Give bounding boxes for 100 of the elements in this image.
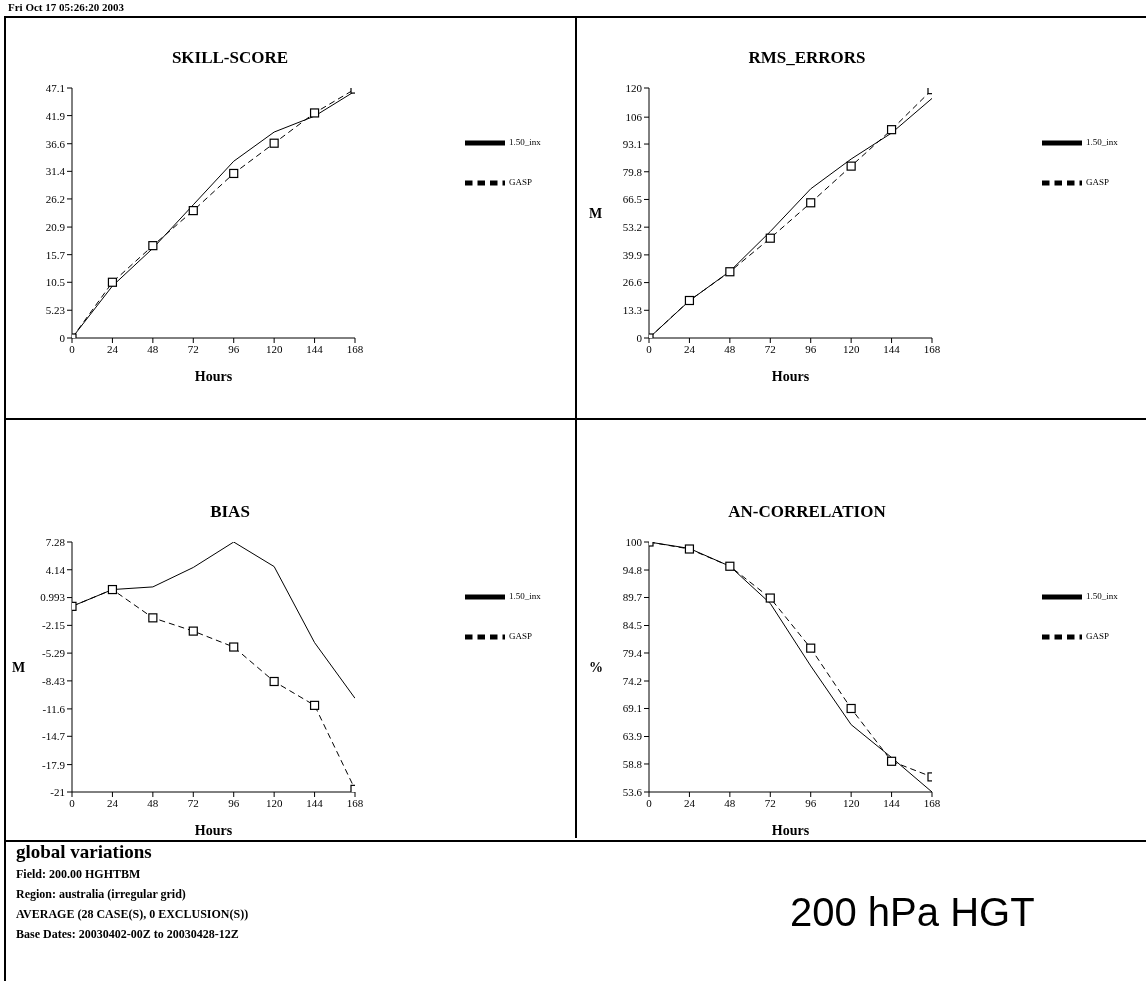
y-tick-label: 26.6 [622,276,643,289]
x-tick-label: 144 [883,342,901,355]
x-tick-label: 72 [187,796,199,809]
y-tick-label: 13.3 [622,304,643,317]
x-tick-label: 168 [346,342,364,355]
x-tick-label: 168 [346,796,364,809]
x-tick-label: 72 [764,796,776,809]
y-tick-label: 93.1 [622,137,642,150]
legend-label: GASP [1086,177,1110,188]
point [269,138,279,148]
y-tick-label: 66.5 [622,193,643,206]
x-tick-label: 144 [883,796,901,809]
x-tick-label: 96 [805,342,817,355]
y-tick-label: 5.23 [45,304,66,317]
y-tick-label: -2.15 [42,619,66,632]
text: AVERAGE (28 CASE(S), 0 EXCLUSION(S)) [16,906,249,923]
y-tick-label: 47.1 [45,81,65,94]
x-tick-label: 72 [187,342,199,355]
y-tick-label: -5.29 [42,647,66,660]
point [107,277,118,287]
y-axis-title: % [589,659,603,675]
y-tick-label: 94.8 [622,563,643,576]
point [684,544,695,554]
x-tick-label: 120 [842,342,860,355]
point [148,613,158,623]
y-tick-label: -8.43 [42,674,66,687]
y-tick-label: -11.6 [42,702,66,715]
point [765,593,775,603]
y-tick-label: 63.9 [622,730,643,743]
point [725,561,735,571]
legend-label: GASP [1086,631,1110,642]
y-tick-label: 10.5 [45,276,66,289]
point [765,233,775,243]
x-tick-label: 48 [724,796,736,809]
point [684,295,695,306]
text: Base Dates: 20030402-00Z to 20030428-12Z [16,926,240,943]
point [229,168,239,179]
point [309,108,320,118]
x-tick-label: 96 [228,342,240,355]
y-tick-label: 53.2 [622,221,642,234]
text: Field: 200.00 HGHTBM [16,866,142,883]
y-tick-label: 74.2 [622,674,642,687]
y-tick-label: 41.9 [45,109,66,122]
x-tick-label: 120 [842,796,860,809]
y-tick-label: 79.4 [622,646,643,659]
y-tick-label: 31.4 [45,165,66,178]
chart-title: BIAS [209,502,251,522]
point [269,676,279,687]
y-tick-label: 120 [625,81,643,94]
y-tick-label: 0 [636,331,643,344]
text: 200 hPa HGT [790,890,1035,935]
x-tick-label: 96 [228,796,240,809]
point [886,756,897,766]
x-tick-label: 168 [923,796,941,809]
legend-label: GASP [509,631,533,642]
legend-label: GASP [509,177,533,188]
point [309,700,320,710]
chart-title: SKILL-SCORE [170,48,290,68]
y-tick-label: 89.7 [622,591,643,604]
x-tick-label: 0 [646,796,653,809]
y-tick-label: 100 [625,535,643,548]
x-tick-label: 24 [683,342,696,355]
y-tick-label: 106 [625,111,643,124]
point [806,643,816,653]
y-tick-label: 58.8 [622,757,643,770]
point [806,198,816,208]
y-tick-label: -17.9 [42,758,66,771]
y-tick-label: 36.6 [45,137,66,150]
y-tick-label: 69.1 [622,702,642,715]
point [846,703,856,714]
x-axis-title: Hours [771,823,810,838]
x-tick-label: 96 [805,796,817,809]
x-tick-label: 0 [69,342,76,355]
x-tick-label: 120 [265,342,283,355]
x-tick-label: 24 [106,342,119,355]
x-tick-label: 48 [724,342,736,355]
x-tick-label: 72 [764,342,776,355]
legend-label: 1.50_inx [509,591,541,602]
x-tick-label: 144 [306,796,324,809]
point [229,642,239,652]
x-tick-label: 144 [306,342,324,355]
legend-label: 1.50_inx [1086,137,1118,148]
x-axis-title: Hours [194,369,233,384]
y-tick-label: 79.8 [622,165,643,178]
point [188,206,198,216]
x-axis-title: Hours [194,823,233,838]
y-tick-label: 0.993 [40,591,66,604]
y-tick-label: 0 [59,331,66,344]
x-tick-label: 168 [923,342,941,355]
x-tick-label: 48 [147,796,159,809]
y-tick-label: 15.7 [45,248,66,261]
x-tick-label: 24 [683,796,696,809]
y-axis-title: M [12,659,26,675]
y-tick-label: 84.5 [622,619,643,632]
y-tick-label: 53.6 [622,785,643,798]
chart-title: RMS_ERRORS [747,48,867,68]
y-tick-label: 26.2 [45,192,65,205]
y-tick-label: -21 [50,785,65,798]
x-tick-label: 48 [147,342,159,355]
x-tick-label: 0 [646,342,653,355]
